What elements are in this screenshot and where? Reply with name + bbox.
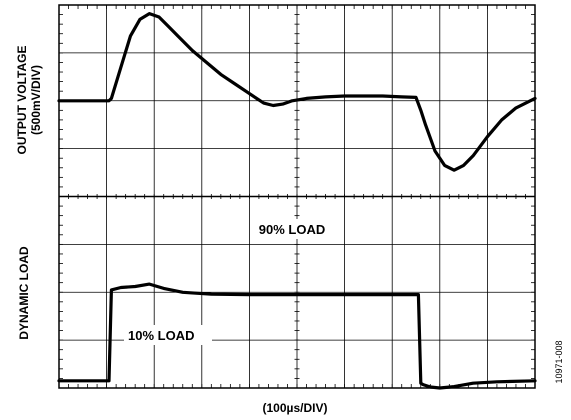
- trace-output-voltage: [57, 12, 537, 172]
- label-bg-90: [254, 219, 330, 239]
- label-bg-10: [124, 325, 212, 345]
- y-axis-label-dynamic-load: DYNAMIC LOAD: [17, 246, 31, 340]
- x-axis-label: (100µs/DIV): [263, 401, 328, 415]
- figure-id: 10971-008: [554, 340, 564, 383]
- y-axis-label-output-voltage: OUTPUT VOLTAGE: [15, 46, 29, 155]
- annotation-90-load: 90% LOAD: [259, 222, 325, 237]
- annotation-10-load: 10% LOAD: [128, 328, 194, 343]
- y-axis-label-output-voltage-scale: (500mV/DIV): [29, 65, 43, 135]
